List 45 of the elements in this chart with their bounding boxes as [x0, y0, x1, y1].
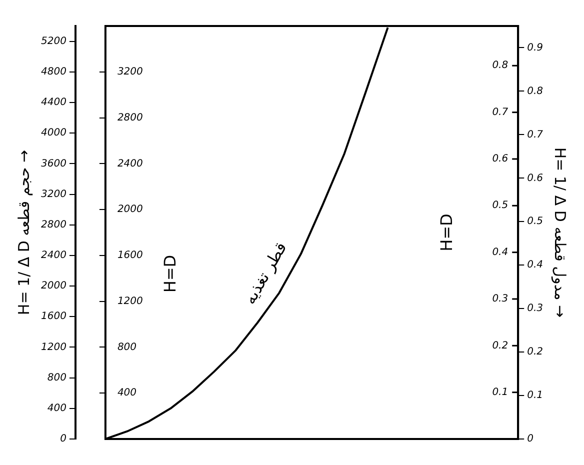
y2-tick-label: 3200: [117, 66, 143, 78]
annotation: 0.1: [492, 386, 508, 398]
y2-tick-label: 400: [117, 388, 137, 399]
y-axis-title: H= 1/ Δ D حجم قطعه →: [14, 150, 33, 316]
y-tick-label: 2800: [40, 219, 66, 230]
annotation: H=D: [160, 254, 180, 293]
annotation: 0.7: [492, 106, 509, 118]
y-tick-label: 4000: [40, 128, 66, 139]
y-tick-label: 4400: [40, 97, 66, 108]
y-tick-label: 4800: [40, 66, 66, 78]
y2-tick-label: 2800: [117, 112, 143, 124]
y3-tick-label: 0.6: [527, 172, 544, 184]
annotation: 0.8: [492, 60, 508, 72]
y3-tick-label: 0: [527, 434, 534, 445]
annotation: 0.3: [492, 294, 508, 305]
y3-tick-label: 0.2: [527, 346, 544, 358]
annotation: 0.2: [492, 340, 508, 352]
y3-tick-label: 0.9: [527, 42, 544, 54]
y-tick-label: 2400: [40, 250, 66, 262]
y3-tick-label: 0.7: [527, 129, 544, 140]
y2-tick-label: 800: [117, 342, 137, 353]
y3-tick-label: 0.8: [527, 86, 544, 97]
y-tick-label: 0: [60, 434, 66, 445]
y3-tick-label: 0.3: [527, 303, 544, 314]
y2-tick-label: 2400: [117, 158, 143, 170]
y-tick-label: 3600: [40, 158, 66, 170]
y3-tick-label: 0.1: [527, 390, 544, 402]
y-tick-label: 2000: [40, 280, 66, 292]
annotation: 0.4: [492, 246, 508, 258]
y3-axis-title: H= 1/ Δ D مدول قطعه →: [551, 147, 570, 318]
y3-tick-label: 0.5: [527, 216, 544, 228]
y-tick-label: 1200: [40, 342, 66, 353]
y-tick-label: 3200: [40, 188, 66, 200]
y2-tick-label: 1600: [117, 250, 143, 262]
y2-tick-label: 1200: [117, 296, 143, 307]
y3-tick-label: 0.4: [527, 260, 544, 271]
y-tick-label: 1600: [40, 311, 66, 322]
y2-tick-label: 2000: [117, 204, 143, 216]
y-tick-label: 5200: [40, 36, 66, 47]
y-tick-label: 800: [47, 372, 66, 384]
annotation: H=D: [437, 214, 456, 252]
annotation: 0.5: [492, 200, 508, 212]
annotation: قطر تغذیه: [240, 238, 290, 308]
y-tick-label: 400: [47, 403, 66, 414]
annotation: 0.6: [492, 154, 508, 165]
